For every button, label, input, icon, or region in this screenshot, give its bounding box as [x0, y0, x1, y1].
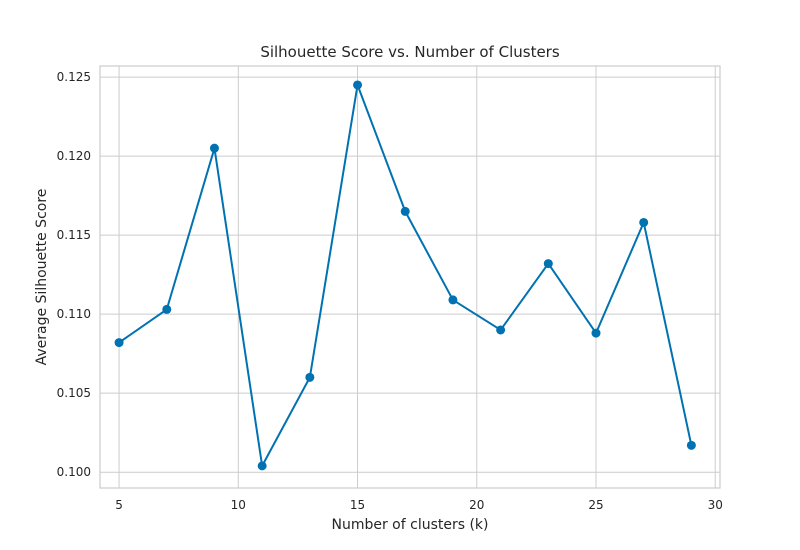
- plot-area-frame: [99, 65, 721, 489]
- data-point: [543, 259, 553, 269]
- tick-labels: 5 10 15 20 25 30 0.100 0.105 0.110 0.115 0.120 0.12…: [57, 70, 723, 512]
- x-tick-label: 25: [588, 498, 603, 512]
- data-point: [257, 461, 267, 471]
- chart-title: Silhouette Score vs. Number of Clusters: [260, 43, 560, 61]
- y-tick-label: 0.105: [57, 386, 91, 400]
- data-point: [448, 295, 458, 305]
- data-point: [209, 143, 219, 153]
- data-point: [400, 206, 410, 216]
- y-tick-label: 0.100: [57, 465, 91, 479]
- data-point: [639, 217, 649, 227]
- data-point: [353, 80, 363, 90]
- x-axis-label: Number of clusters (k): [331, 517, 488, 533]
- data-point: [591, 328, 601, 338]
- y-tick-label: 0.115: [57, 228, 91, 242]
- x-tick-label: 10: [231, 498, 246, 512]
- y-axis-label: Average Silhouette Score: [34, 189, 50, 366]
- data-point: [114, 338, 124, 348]
- series-layer: [114, 80, 696, 471]
- x-tick-label: 20: [469, 498, 484, 512]
- data-point: [496, 325, 506, 335]
- y-tick-label: 0.110: [57, 307, 91, 321]
- data-point: [162, 304, 172, 314]
- x-tick-label: 15: [350, 498, 365, 512]
- x-tick-label: 30: [708, 498, 723, 512]
- series-line: [118, 83, 693, 467]
- grid: [100, 66, 720, 488]
- y-tick-label: 0.125: [57, 70, 91, 84]
- data-point: [305, 372, 315, 382]
- data-point: [686, 440, 696, 450]
- x-tick-label: 5: [115, 498, 123, 512]
- y-tick-label: 0.120: [57, 149, 91, 163]
